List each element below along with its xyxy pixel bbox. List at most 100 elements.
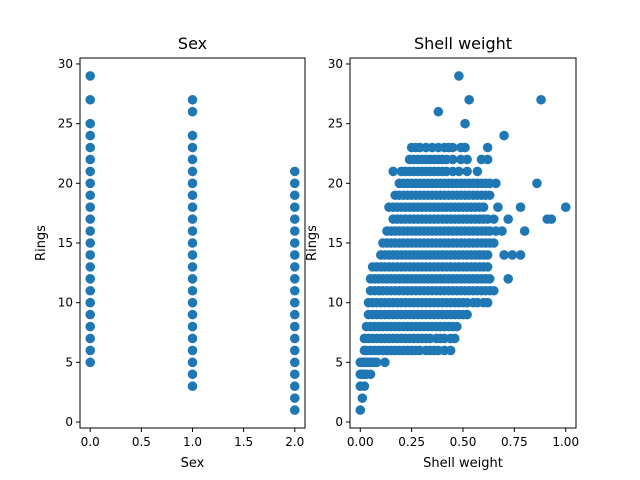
- data-point: [85, 333, 96, 344]
- data-point: [85, 190, 96, 201]
- data-point: [187, 130, 198, 141]
- data-point: [85, 321, 96, 332]
- y-tick-label: 10: [328, 296, 343, 310]
- x-tick-label: 1.5: [234, 435, 253, 449]
- data-point: [187, 381, 198, 392]
- data-point: [289, 190, 300, 201]
- data-point: [85, 130, 96, 141]
- x-tick-label: 1.0: [183, 435, 202, 449]
- data-point: [289, 214, 300, 224]
- x-tick-label: 0.0: [81, 435, 100, 449]
- y-tick-label: 0: [65, 415, 73, 429]
- data-point: [187, 142, 198, 153]
- data-point: [536, 94, 546, 105]
- y-tick-label: 0: [335, 415, 343, 429]
- data-point: [85, 345, 96, 356]
- data-point: [187, 345, 198, 356]
- data-point: [462, 154, 472, 165]
- data-point: [289, 369, 300, 380]
- scatter-points-sex: [85, 71, 300, 415]
- data-point: [85, 297, 96, 308]
- data-point: [359, 381, 370, 392]
- data-point: [187, 226, 198, 236]
- data-point: [85, 154, 96, 165]
- x-tick-label: 0.5: [132, 435, 151, 449]
- data-point: [289, 226, 300, 236]
- data-point: [187, 154, 198, 165]
- y-tick-label: 30: [328, 57, 343, 71]
- y-axis-label: Rings: [305, 225, 320, 261]
- data-point: [187, 250, 198, 260]
- x-ticks: 0.0 0.5 1.0 1.5 2.0: [81, 428, 304, 449]
- data-point: [484, 190, 495, 201]
- data-point: [187, 202, 198, 212]
- data-point: [187, 238, 198, 248]
- data-point: [447, 154, 458, 165]
- data-point: [289, 393, 300, 403]
- y-tick-label: 5: [335, 355, 343, 369]
- data-point: [85, 262, 96, 272]
- data-point: [365, 369, 376, 380]
- subplot-title: Sex: [178, 34, 207, 53]
- data-point: [489, 214, 499, 224]
- data-point: [452, 321, 462, 332]
- data-point: [289, 405, 300, 415]
- y-tick-label: 15: [328, 236, 343, 250]
- data-point: [187, 262, 198, 272]
- data-point: [482, 297, 493, 308]
- data-point: [187, 274, 198, 284]
- data-point: [560, 202, 571, 212]
- y-axis-label: Rings: [34, 225, 49, 261]
- scatter-points-shell-weight: [355, 71, 571, 415]
- data-point: [289, 274, 300, 284]
- data-point: [85, 118, 96, 129]
- y-tick-label: 5: [65, 355, 73, 369]
- x-tick-label: 0.00: [347, 435, 374, 449]
- data-point: [187, 285, 198, 296]
- data-point: [497, 226, 507, 236]
- data-point: [289, 166, 300, 177]
- data-point: [482, 250, 493, 260]
- data-point: [289, 178, 300, 189]
- data-point: [355, 405, 366, 415]
- data-point: [289, 381, 300, 392]
- y-tick-label: 30: [58, 57, 73, 71]
- data-point: [85, 214, 96, 224]
- data-point: [482, 262, 493, 272]
- data-point: [460, 118, 470, 129]
- data-point: [482, 154, 493, 165]
- data-point: [445, 345, 456, 356]
- y-tick-label: 20: [328, 176, 343, 190]
- data-point: [85, 94, 96, 105]
- data-point: [464, 94, 474, 105]
- data-point: [532, 178, 542, 189]
- y-tick-label: 15: [58, 236, 73, 250]
- data-point: [289, 202, 300, 212]
- data-point: [503, 214, 513, 224]
- data-point: [491, 178, 501, 189]
- data-point: [482, 142, 493, 153]
- data-point: [489, 285, 499, 296]
- data-point: [187, 106, 198, 117]
- data-point: [85, 250, 96, 260]
- data-point: [380, 357, 390, 368]
- data-point: [507, 250, 518, 260]
- data-point: [478, 202, 489, 212]
- y-tick-label: 10: [58, 296, 73, 310]
- data-point: [515, 202, 526, 212]
- subplot-shell-weight: 0.00 0.25 0.50 0.75 1.00 0 5 10 15 20 25 30 Shell …: [305, 34, 579, 471]
- data-point: [289, 309, 300, 320]
- data-point: [489, 238, 499, 248]
- data-point: [454, 71, 464, 81]
- data-point: [454, 166, 464, 177]
- data-point: [85, 285, 96, 296]
- data-point: [187, 333, 198, 344]
- data-point: [447, 142, 458, 153]
- data-point: [289, 262, 300, 272]
- data-point: [187, 166, 198, 177]
- data-point: [187, 309, 198, 320]
- data-point: [460, 142, 470, 153]
- y-ticks: 0 5 10 15 20 25 30: [328, 57, 350, 429]
